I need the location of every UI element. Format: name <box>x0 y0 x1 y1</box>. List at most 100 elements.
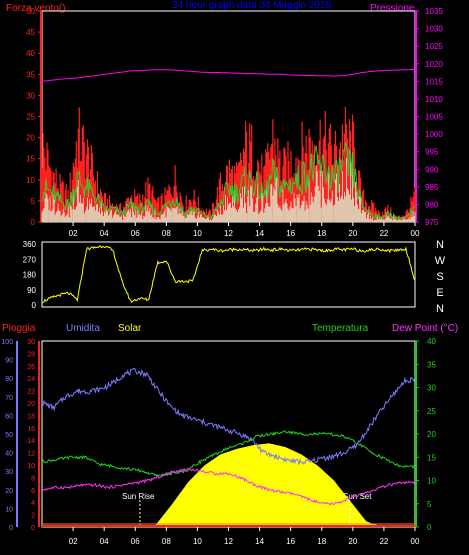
pressure-series <box>41 68 416 82</box>
compass-label: S <box>436 271 443 283</box>
temperature-tick-label: 40 <box>427 337 436 346</box>
wind-low-series <box>41 158 416 222</box>
wind-tick-label: 50 <box>26 7 35 16</box>
rain-tick-label: 16 <box>27 426 35 433</box>
pressure-tick-label: 1015 <box>425 77 443 86</box>
humidity-tick-label: 90 <box>5 358 13 365</box>
pressure-tick-label: 980 <box>425 200 439 209</box>
direction-tick-label: 360 <box>23 240 37 249</box>
temperature-tick-label: 25 <box>427 407 436 416</box>
temperature-tick-label: 30 <box>427 384 436 393</box>
compass-label: N <box>436 303 444 315</box>
x-tick-label: 18 <box>317 537 326 546</box>
x-tick-label: 06 <box>131 537 140 546</box>
rain-tick-label: 2 <box>31 513 35 520</box>
chart-title: 24 hour graph data 04 Maggio 2018 <box>172 0 331 11</box>
solar-radiation-area <box>42 443 415 527</box>
pressure-tick-label: 1030 <box>425 25 443 34</box>
x-tick-label: 02 <box>69 537 78 546</box>
temperature-tick-label: 10 <box>427 477 436 486</box>
sunrise-label: Sun Rise <box>122 492 155 501</box>
direction-tick-label: 180 <box>23 271 37 280</box>
humidity-tick-label: 10 <box>5 506 13 513</box>
temperature-tick-label: 5 <box>427 500 432 509</box>
dewpoint-label: Dew Point (°C) <box>392 323 458 334</box>
x-tick-label: 04 <box>100 537 109 546</box>
wind-tick-label: 45 <box>26 28 35 37</box>
humidity-tick-label: 20 <box>5 488 13 495</box>
direction-panel-frame <box>41 241 416 308</box>
x-tick-label: 22 <box>379 537 388 546</box>
pressure-tick-label: 1005 <box>425 113 443 122</box>
x-tick-label: 08 <box>162 229 171 238</box>
temperature-tick-label: 0 <box>427 523 432 532</box>
wind-tick-label: 15 <box>26 155 35 164</box>
wind-tick-label: 0 <box>31 218 36 227</box>
rain-tick-label: 6 <box>31 488 35 495</box>
rain-tick-label: 0 <box>31 525 35 532</box>
compass-label: W <box>435 255 446 267</box>
x-tick-label: 12 <box>224 229 233 238</box>
humidity-series <box>41 368 416 465</box>
wind-tick-label: 35 <box>26 70 35 79</box>
rain-tick-label: 28 <box>27 351 35 358</box>
wind-average-series <box>41 141 416 221</box>
temperature-tick-label: 35 <box>427 360 436 369</box>
x-tick-label: 08 <box>162 537 171 546</box>
x-tick-label: 22 <box>379 229 388 238</box>
humidity-tick-label: 60 <box>5 413 13 420</box>
pressure-tick-label: 1010 <box>425 95 443 104</box>
x-tick-label: 14 <box>255 537 264 546</box>
x-tick-label: 20 <box>348 537 357 546</box>
rain-tick-label: 10 <box>27 463 35 470</box>
direction-tick-label: 270 <box>23 255 37 264</box>
wind-axis-label: Forza vento() <box>6 3 65 14</box>
rain-tick-label: 24 <box>27 376 35 383</box>
wind-tick-label: 20 <box>26 134 35 143</box>
rain-tick-label: 22 <box>27 389 35 396</box>
x-tick-label: 16 <box>286 537 295 546</box>
pressure-tick-label: 990 <box>425 165 439 174</box>
rain-tick-label: 18 <box>27 413 35 420</box>
pressure-tick-label: 1025 <box>425 42 443 51</box>
wind-tick-label: 30 <box>26 91 35 100</box>
x-tick-label: 14 <box>255 229 264 238</box>
humidity-tick-label: 30 <box>5 469 13 476</box>
rain-label: Pioggia <box>2 323 36 334</box>
x-tick-label: 18 <box>317 229 326 238</box>
rain-tick-label: 4 <box>31 500 35 507</box>
rain-tick-label: 8 <box>31 475 35 482</box>
wind-tick-label: 40 <box>26 49 35 58</box>
temperature-tick-label: 20 <box>427 430 436 439</box>
humidity-tick-label: 50 <box>5 432 13 439</box>
wind-tick-label: 10 <box>26 176 35 185</box>
x-tick-label: 00 <box>411 229 420 238</box>
humidity-tick-label: 100 <box>1 339 13 346</box>
x-tick-label: 16 <box>286 229 295 238</box>
direction-tick-label: 0 <box>32 301 37 310</box>
solar-label: Solar <box>118 323 142 334</box>
rain-tick-label: 14 <box>27 438 35 445</box>
pressure-tick-label: 1020 <box>425 60 443 69</box>
x-tick-label: 10 <box>193 229 202 238</box>
humidity-label: Umidita <box>66 323 100 334</box>
pressure-tick-label: 1000 <box>425 130 443 139</box>
x-tick-label: 10 <box>193 537 202 546</box>
humidity-tick-label: 80 <box>5 376 13 383</box>
temperature-tick-label: 15 <box>427 453 436 462</box>
humidity-tick-label: 70 <box>5 395 13 402</box>
humidity-tick-label: 0 <box>9 525 13 532</box>
x-tick-label: 20 <box>348 229 357 238</box>
x-tick-label: 00 <box>411 537 420 546</box>
rain-tick-label: 26 <box>27 364 35 371</box>
dewpoint-series <box>41 467 416 506</box>
x-tick-label: 02 <box>69 229 78 238</box>
pressure-tick-label: 985 <box>425 183 439 192</box>
compass-label: N <box>436 239 444 251</box>
compass-label: E <box>436 287 443 299</box>
rain-tick-label: 12 <box>27 451 35 458</box>
temperature-series <box>41 430 416 478</box>
pressure-tick-label: 1035 <box>425 7 443 16</box>
rain-tick-label: 20 <box>27 401 35 408</box>
